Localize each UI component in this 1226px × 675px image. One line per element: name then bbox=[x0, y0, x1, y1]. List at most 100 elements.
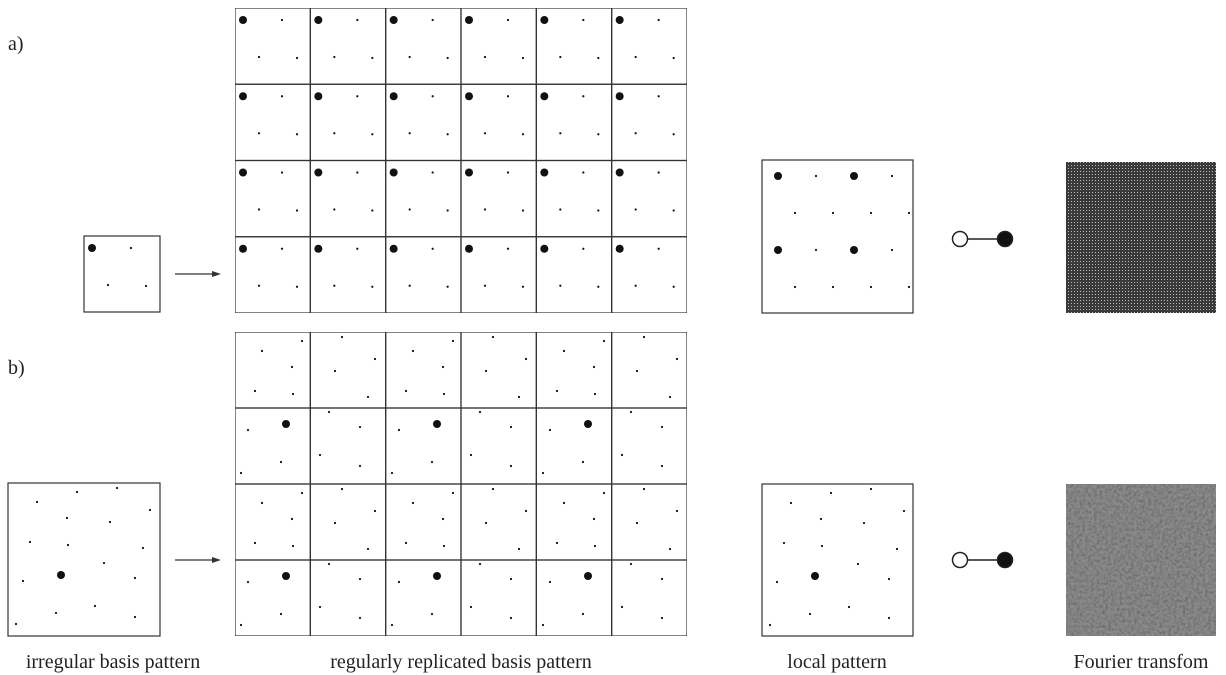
small-dot bbox=[507, 95, 509, 97]
small-dot bbox=[903, 510, 905, 512]
small-dot bbox=[597, 286, 599, 288]
small-dot bbox=[522, 133, 524, 135]
small-dot bbox=[658, 171, 660, 173]
large-dot bbox=[540, 16, 548, 24]
small-dot bbox=[280, 309, 282, 311]
connector-symbol bbox=[953, 232, 1013, 568]
caption: regularly replicated basis pattern bbox=[330, 651, 592, 673]
large-dot bbox=[314, 169, 322, 177]
small-dot bbox=[292, 545, 294, 547]
small-dot bbox=[116, 487, 118, 489]
small-dot bbox=[130, 247, 132, 249]
small-dot bbox=[776, 581, 778, 583]
grid-cell bbox=[235, 484, 310, 560]
large-dot bbox=[850, 172, 858, 180]
large-dot bbox=[465, 16, 473, 24]
grid-cell bbox=[612, 560, 687, 636]
small-dot bbox=[55, 612, 57, 614]
small-dot bbox=[636, 370, 638, 372]
small-dot bbox=[254, 542, 256, 544]
grid-cell bbox=[612, 332, 687, 408]
small-dot bbox=[319, 454, 321, 456]
small-dot bbox=[492, 184, 494, 186]
small-dot bbox=[258, 56, 260, 58]
small-dot bbox=[149, 509, 151, 511]
small-dot bbox=[510, 274, 512, 276]
small-dot bbox=[582, 461, 584, 463]
small-dot bbox=[891, 249, 893, 251]
grid-cell bbox=[536, 560, 611, 636]
large-dot bbox=[282, 572, 290, 580]
small-dot bbox=[296, 286, 298, 288]
patterns bbox=[8, 8, 913, 636]
large-dot bbox=[390, 92, 398, 100]
small-dot bbox=[371, 209, 373, 211]
grid-cell bbox=[461, 560, 536, 636]
small-dot bbox=[76, 491, 78, 493]
small-dot bbox=[484, 56, 486, 58]
small-dot bbox=[510, 426, 512, 428]
small-dot bbox=[676, 358, 678, 360]
small-dot bbox=[522, 209, 524, 211]
small-dot bbox=[470, 302, 472, 304]
small-dot bbox=[409, 132, 411, 134]
small-dot bbox=[296, 209, 298, 211]
small-dot bbox=[296, 57, 298, 59]
small-dot bbox=[790, 502, 792, 504]
large-dot bbox=[390, 16, 398, 24]
small-dot bbox=[281, 248, 283, 250]
small-dot bbox=[525, 206, 527, 208]
small-dot bbox=[374, 510, 376, 512]
small-dot bbox=[359, 617, 361, 619]
small-dot bbox=[94, 605, 96, 607]
small-dot bbox=[621, 454, 623, 456]
small-dot bbox=[518, 244, 520, 246]
small-dot bbox=[832, 212, 834, 214]
small-dot bbox=[492, 336, 494, 338]
small-dot bbox=[794, 286, 796, 288]
replicated-grid bbox=[235, 8, 687, 313]
figure: a) b) irregular basis pattern regularly … bbox=[0, 0, 1226, 675]
small-dot bbox=[908, 212, 910, 214]
small-dot bbox=[367, 244, 369, 246]
small-dot bbox=[371, 286, 373, 288]
large-dot bbox=[465, 245, 473, 253]
small-dot bbox=[630, 259, 632, 261]
large-dot bbox=[811, 572, 819, 580]
small-dot bbox=[280, 461, 282, 463]
small-dot bbox=[522, 286, 524, 288]
small-dot bbox=[525, 510, 527, 512]
small-dot bbox=[621, 302, 623, 304]
small-dot bbox=[676, 510, 678, 512]
small-dot bbox=[559, 56, 561, 58]
small-dot bbox=[356, 95, 358, 97]
small-dot bbox=[291, 366, 293, 368]
small-dot bbox=[371, 57, 373, 59]
small-dot bbox=[341, 184, 343, 186]
small-dot bbox=[334, 370, 336, 372]
small-dot bbox=[582, 613, 584, 615]
small-dot bbox=[359, 578, 361, 580]
small-dot bbox=[443, 393, 445, 395]
grid-cell bbox=[310, 408, 385, 484]
small-dot bbox=[582, 19, 584, 21]
small-dot bbox=[658, 19, 660, 21]
small-dot bbox=[432, 248, 434, 250]
small-dot bbox=[522, 57, 524, 59]
small-dot bbox=[635, 132, 637, 134]
small-dot bbox=[291, 214, 293, 216]
small-dot bbox=[409, 285, 411, 287]
large-dot bbox=[616, 245, 624, 253]
small-dot bbox=[603, 340, 605, 342]
small-dot bbox=[510, 617, 512, 619]
small-dot bbox=[292, 241, 294, 243]
small-dot bbox=[485, 218, 487, 220]
grid-cell bbox=[386, 484, 461, 560]
small-dot bbox=[15, 623, 17, 625]
small-dot bbox=[319, 302, 321, 304]
small-dot bbox=[559, 132, 561, 134]
small-dot bbox=[485, 522, 487, 524]
large-dot bbox=[616, 92, 624, 100]
grid-cell bbox=[461, 332, 536, 408]
small-dot bbox=[142, 547, 144, 549]
